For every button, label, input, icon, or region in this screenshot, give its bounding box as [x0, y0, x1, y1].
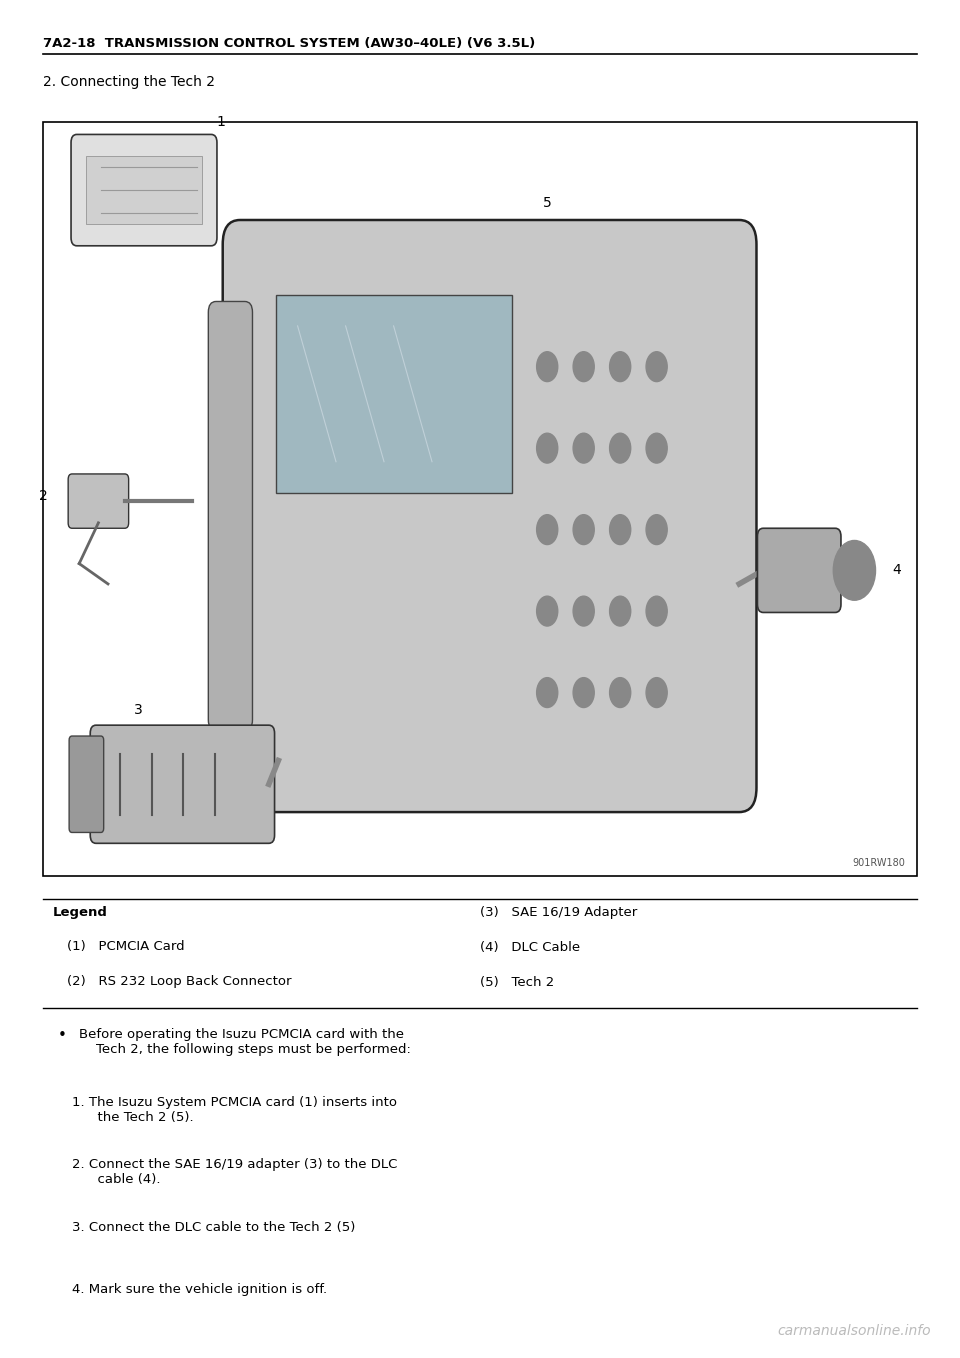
- Circle shape: [646, 352, 667, 382]
- Text: 2. Connecting the Tech 2: 2. Connecting the Tech 2: [43, 75, 215, 88]
- Text: 7A2-18  TRANSMISSION CONTROL SYSTEM (AW30–40LE) (V6 3.5L): 7A2-18 TRANSMISSION CONTROL SYSTEM (AW30…: [43, 37, 536, 50]
- Text: (5)   Tech 2: (5) Tech 2: [480, 976, 554, 990]
- Circle shape: [610, 352, 631, 382]
- Text: 3. Connect the DLC cable to the Tech 2 (5): 3. Connect the DLC cable to the Tech 2 (…: [72, 1221, 355, 1234]
- Circle shape: [537, 515, 558, 545]
- Text: 1: 1: [216, 115, 225, 129]
- Circle shape: [537, 352, 558, 382]
- Circle shape: [573, 596, 594, 626]
- Text: 4. Mark sure the vehicle ignition is off.: 4. Mark sure the vehicle ignition is off…: [72, 1283, 327, 1297]
- Text: 3: 3: [134, 703, 143, 717]
- Text: 4: 4: [893, 564, 901, 577]
- Text: (1)   PCMCIA Card: (1) PCMCIA Card: [67, 940, 185, 953]
- FancyBboxPatch shape: [69, 736, 104, 832]
- Text: 2: 2: [39, 489, 48, 502]
- Circle shape: [646, 515, 667, 545]
- Circle shape: [573, 352, 594, 382]
- Circle shape: [610, 433, 631, 463]
- FancyBboxPatch shape: [90, 725, 275, 843]
- Circle shape: [610, 515, 631, 545]
- Text: (3)   SAE 16/19 Adapter: (3) SAE 16/19 Adapter: [480, 906, 637, 919]
- FancyBboxPatch shape: [276, 295, 512, 493]
- Circle shape: [573, 433, 594, 463]
- FancyBboxPatch shape: [86, 156, 202, 224]
- FancyBboxPatch shape: [71, 134, 217, 246]
- Text: 2. Connect the SAE 16/19 adapter (3) to the DLC
      cable (4).: 2. Connect the SAE 16/19 adapter (3) to …: [72, 1158, 397, 1187]
- FancyBboxPatch shape: [68, 474, 129, 528]
- FancyBboxPatch shape: [43, 122, 917, 876]
- Circle shape: [833, 540, 876, 600]
- Circle shape: [646, 678, 667, 708]
- Text: (4)   DLC Cable: (4) DLC Cable: [480, 941, 580, 955]
- Circle shape: [537, 433, 558, 463]
- Text: (2)   RS 232 Loop Back Connector: (2) RS 232 Loop Back Connector: [67, 975, 292, 989]
- Circle shape: [610, 596, 631, 626]
- Text: 1. The Isuzu System PCMCIA card (1) inserts into
      the Tech 2 (5).: 1. The Isuzu System PCMCIA card (1) inse…: [72, 1096, 397, 1124]
- FancyBboxPatch shape: [223, 220, 756, 812]
- Circle shape: [646, 596, 667, 626]
- Text: 5: 5: [542, 197, 552, 210]
- Text: carmanualsonline.info: carmanualsonline.info: [778, 1324, 931, 1338]
- FancyBboxPatch shape: [208, 301, 252, 731]
- Text: Before operating the Isuzu PCMCIA card with the
    Tech 2, the following steps : Before operating the Isuzu PCMCIA card w…: [79, 1028, 411, 1057]
- Circle shape: [537, 596, 558, 626]
- Circle shape: [573, 515, 594, 545]
- Text: 901RW180: 901RW180: [852, 858, 905, 868]
- Circle shape: [537, 678, 558, 708]
- FancyBboxPatch shape: [757, 528, 841, 612]
- Circle shape: [610, 678, 631, 708]
- Circle shape: [646, 433, 667, 463]
- Text: •: •: [58, 1028, 66, 1043]
- Circle shape: [573, 678, 594, 708]
- Text: Legend: Legend: [53, 906, 108, 919]
